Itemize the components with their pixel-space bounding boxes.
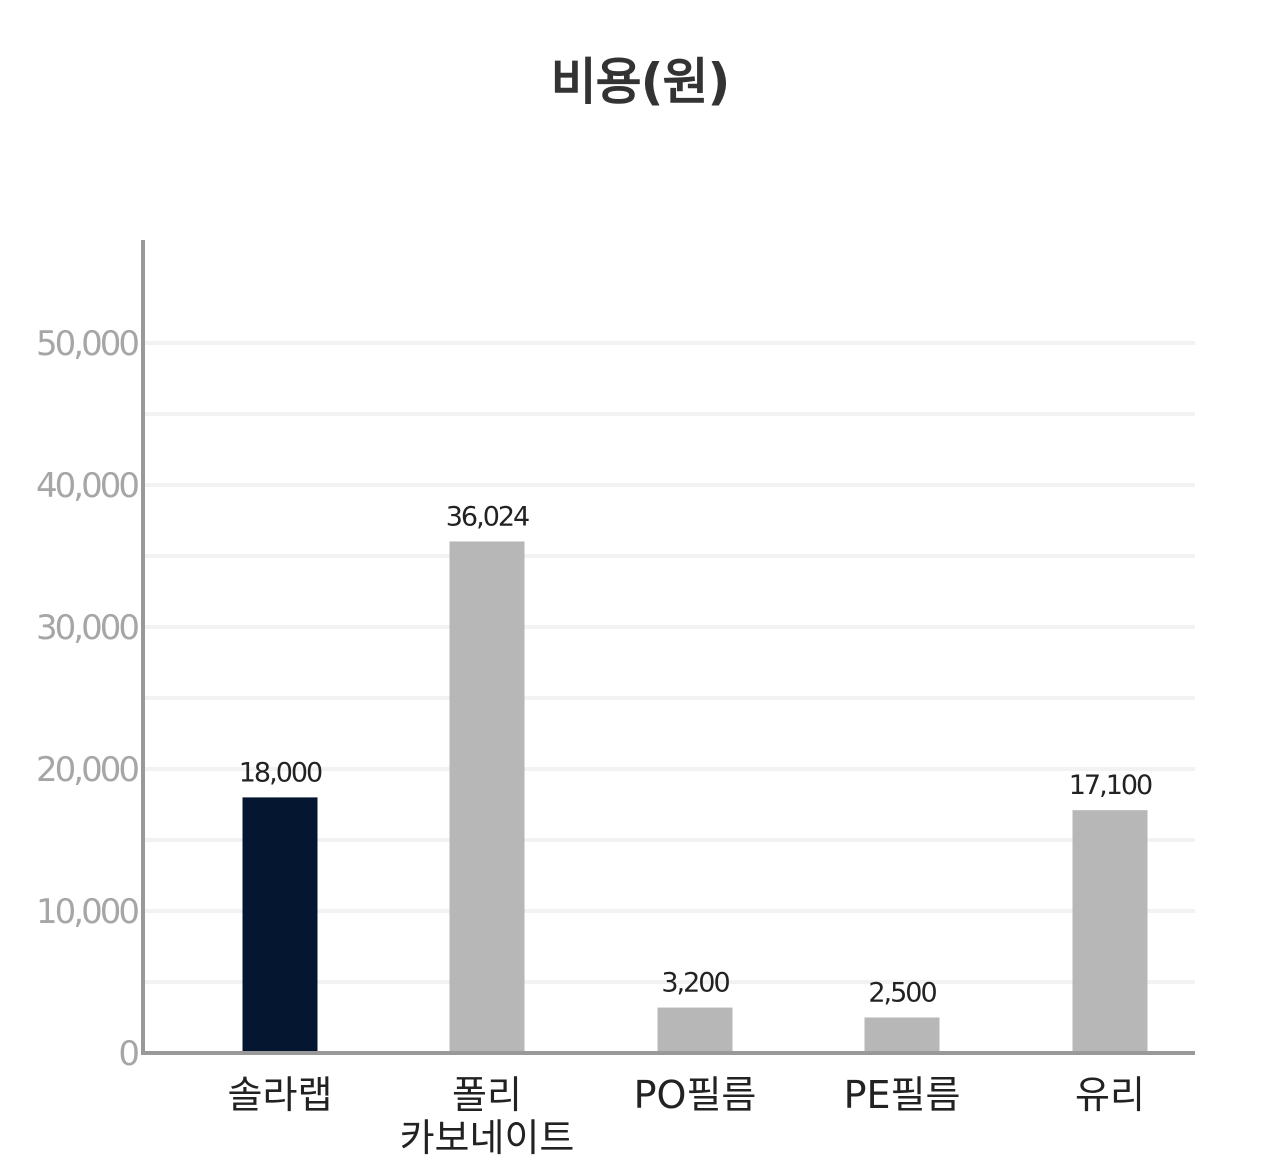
- x-tick-label: PO필름: [634, 1073, 757, 1117]
- y-tick-label: 20,000: [36, 750, 138, 790]
- y-tick-label: 30,000: [36, 608, 138, 648]
- bar: [242, 797, 318, 1053]
- data-label: 2,500: [868, 978, 936, 1009]
- x-tick-label: 솔라랩: [228, 1073, 333, 1117]
- y-tick-label: 50,000: [36, 324, 138, 364]
- bar: [657, 1007, 733, 1053]
- x-tick-label: 유리: [1075, 1073, 1145, 1117]
- x-tick-label: 폴리: [452, 1073, 522, 1117]
- y-tick-label: 10,000: [36, 892, 138, 932]
- bar: [1072, 810, 1148, 1053]
- chart-title: 비용(원): [550, 53, 731, 111]
- y-tick-label: 40,000: [36, 466, 138, 506]
- data-label: 18,000: [239, 757, 322, 788]
- y-tick-label: 0: [118, 1034, 138, 1074]
- data-label: 36,024: [446, 501, 529, 532]
- data-label: 17,100: [1069, 770, 1152, 801]
- x-tick-label: PE필름: [844, 1073, 961, 1117]
- bar: [864, 1017, 940, 1053]
- data-label: 3,200: [661, 968, 729, 999]
- bar: [449, 541, 525, 1053]
- x-tick-label: 카보네이트: [400, 1116, 575, 1160]
